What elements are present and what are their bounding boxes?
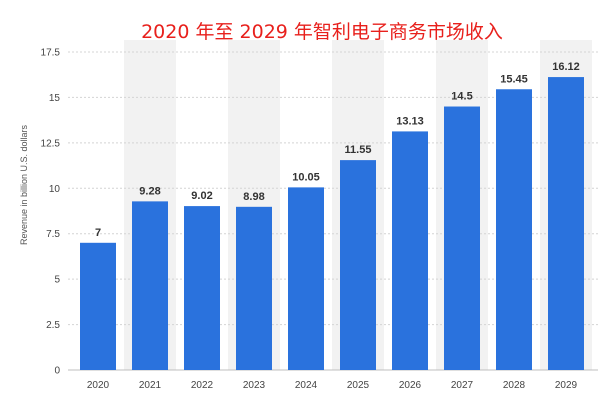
bar — [184, 206, 220, 370]
y-tick-label: 10 — [49, 184, 61, 195]
y-tick-label: 17.5 — [41, 48, 61, 59]
data-label: 10.05 — [292, 171, 320, 183]
chart-title: 2020 年至 2029 年智利电子商务市场收入 — [141, 21, 503, 43]
data-label: 11.55 — [345, 144, 372, 156]
data-label: 8.98 — [243, 191, 264, 203]
y-tick-label: 2.5 — [46, 320, 60, 331]
x-tick-label: 2027 — [451, 380, 474, 391]
bar — [80, 242, 116, 370]
y-tick-label: 7.5 — [46, 229, 60, 240]
bar — [340, 160, 376, 370]
x-tick-label: 2022 — [191, 380, 214, 391]
bars — [80, 77, 584, 370]
x-axis-ticks: 2020 2021 2022 2023 2024 2025 2026 2027 2028 2029 — [87, 380, 578, 391]
bar — [392, 131, 428, 370]
x-tick-label: 2023 — [243, 380, 266, 391]
x-tick-label: 2029 — [555, 380, 578, 391]
data-label: 16.12 — [552, 61, 580, 73]
data-labels: 7 9.28 9.02 8.98 10.05 11.55 13.13 14.5 15.45 16.… — [95, 61, 580, 239]
x-tick-label: 2025 — [347, 380, 370, 391]
data-label: 9.28 — [139, 185, 160, 197]
y-axis-label: Revenue in billion U.S. dollars — [19, 124, 29, 245]
y-tick-label: 5 — [54, 275, 60, 286]
data-label: 9.02 — [191, 190, 212, 202]
bar — [236, 206, 272, 370]
data-label: 7 — [95, 227, 101, 239]
x-tick-label: 2020 — [87, 380, 110, 391]
x-tick-label: 2024 — [295, 380, 318, 391]
data-label: 13.13 — [396, 115, 424, 127]
data-label: 14.5 — [451, 91, 472, 103]
bar — [444, 106, 480, 370]
y-tick-label: 12.5 — [41, 138, 61, 149]
y-tick-label: 0 — [54, 366, 60, 377]
y-axis-ticks: 0 2.5 5 7.5 10 12.5 15 17.5 — [41, 48, 61, 377]
bar — [288, 187, 324, 370]
x-tick-label: 2026 — [399, 380, 422, 391]
bar — [496, 89, 532, 370]
bar — [132, 201, 168, 370]
data-label: 15.45 — [500, 73, 528, 85]
x-tick-label: 2028 — [503, 380, 526, 391]
x-tick-label: 2021 — [139, 380, 162, 391]
y-tick-label: 15 — [49, 93, 61, 104]
bar — [548, 77, 584, 370]
